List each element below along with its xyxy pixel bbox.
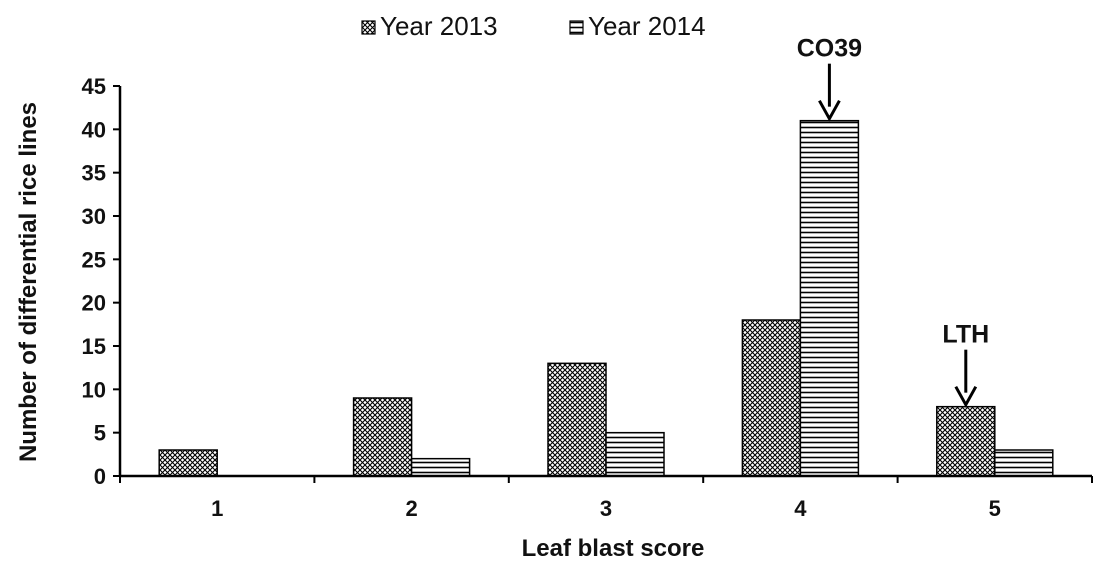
bar-year-2014-cat-2 xyxy=(410,457,471,477)
bar-year-2014-cat-4 xyxy=(799,119,860,477)
y-axis: 0 5 10 15 20 25 30 35 40 45 xyxy=(82,74,122,489)
y-tick-label: 5 xyxy=(94,421,106,446)
y-tick-label: 35 xyxy=(82,161,106,186)
y-axis-title: Number of differential rice lines xyxy=(15,102,42,462)
annotation-label: LTH xyxy=(942,321,989,349)
annotation-arrow-head xyxy=(954,385,978,408)
x-axis: 1 2 3 4 5 xyxy=(119,474,1093,521)
y-tick-label: 45 xyxy=(82,74,106,99)
x-tick-label: 1 xyxy=(211,496,223,521)
y-tick-label: 30 xyxy=(82,204,106,229)
legend-label: Year 2013 xyxy=(380,11,498,41)
bar-year-2014-cat-3 xyxy=(605,431,665,477)
y-tick-label: 20 xyxy=(82,291,106,316)
bar-year-2013-cat-2 xyxy=(352,397,413,477)
y-tick-label: 0 xyxy=(94,464,106,489)
plot-area: CO39 LTH xyxy=(158,35,1054,477)
bar-year-2014-cat-5 xyxy=(994,449,1054,477)
x-tick-label: 4 xyxy=(794,496,807,521)
y-tick-label: 25 xyxy=(82,247,106,272)
legend-swatch xyxy=(569,20,584,35)
y-tick-label: 10 xyxy=(82,377,106,402)
legend-swatch xyxy=(361,20,376,35)
legend-label: Year 2014 xyxy=(588,11,706,41)
legend: Year 2013 Year 2014 xyxy=(361,11,706,41)
bar-year-2013-cat-5 xyxy=(936,405,996,477)
annotation-label: CO39 xyxy=(797,35,862,63)
x-tick-label: 3 xyxy=(600,496,612,521)
y-tick-label: 40 xyxy=(82,117,106,142)
bar-year-2013-cat-3 xyxy=(547,362,607,477)
bar-year-2013-cat-4 xyxy=(741,319,802,477)
x-tick-label: 2 xyxy=(405,496,417,521)
y-tick-label: 15 xyxy=(82,334,106,359)
annotation-arrow-head xyxy=(818,99,841,122)
x-tick-label: 5 xyxy=(989,496,1001,521)
x-axis-title: Leaf blast score xyxy=(522,535,705,562)
bar-year-2013-cat-1 xyxy=(158,449,218,477)
